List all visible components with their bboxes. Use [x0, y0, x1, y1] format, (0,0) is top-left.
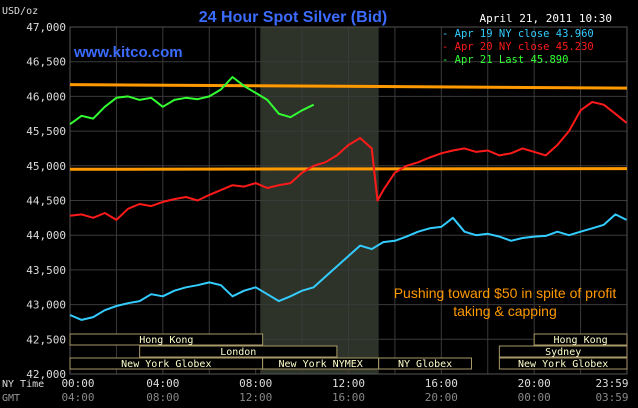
series-line [69, 213, 627, 321]
legend-entry: - Apr 21 Last 45.890 [442, 54, 568, 66]
chart-date: April 21, 2011 10:30 [480, 12, 612, 25]
session-box [498, 357, 628, 370]
y-tick-label: 44,000 [26, 229, 66, 242]
annotation-line-1: Pushing toward $50 in spite of profit [394, 285, 617, 301]
reference-line [69, 83, 628, 90]
chart-title: 24 Hour Spot Silver (Bid) [199, 9, 387, 26]
x-tick-label-gmt: 16:00 [332, 391, 365, 404]
series-layer [69, 76, 628, 321]
session-box [139, 345, 338, 358]
plot-border [69, 26, 628, 375]
x-tick-label-gmt: 20:00 [425, 391, 458, 404]
y-tick-label: 43,000 [26, 299, 66, 312]
session-label: Hong Kong [553, 335, 607, 346]
x-tick-label-ny: 16:00 [425, 377, 458, 390]
y-tick-label: 43,500 [26, 264, 66, 277]
x-axis-labels: 00:0004:0004:0008:0008:0012:0012:0016:00… [61, 377, 628, 404]
legend-entry: - Apr 19 NY close 43.960 [442, 28, 594, 40]
y-tick-label: 46,500 [26, 56, 66, 69]
x-tick-label-ny: 12:00 [332, 377, 365, 390]
x-tick-label-ny: 20:00 [518, 377, 551, 390]
y-axis-labels: 42,000 42,500 43,000 43,500 44,000 44,500 45,0… [26, 21, 66, 381]
session-box [69, 333, 264, 346]
session-box [378, 357, 473, 370]
legend-entry: - Apr 20 NY close 45.230 [442, 41, 594, 53]
session-label: New York Globex [518, 359, 608, 370]
y-tick-label: 46,000 [26, 90, 66, 103]
session-label: London [220, 347, 256, 358]
series-line [69, 101, 628, 221]
series-line [69, 76, 315, 126]
y-tick-label: 45,000 [26, 160, 66, 173]
site-label: www.kitco.com [73, 44, 183, 61]
x-tick-label-gmt: 03:59 [595, 391, 628, 404]
x-tick-label-gmt: 04:00 [61, 391, 94, 404]
annotation-line-2: taking & capping [453, 303, 557, 319]
reference-lines [69, 83, 628, 171]
x-tick-label-gmt: 00:00 [518, 391, 551, 404]
unit-label: USD/oz [2, 6, 38, 17]
session-box [498, 345, 628, 358]
session-label: Hong Kong [139, 335, 193, 346]
x-tick-label-gmt: 12:00 [239, 391, 272, 404]
ny-time-label: NY Time [2, 379, 44, 390]
y-tick-label: 42,000 [26, 368, 66, 381]
x-tick-label-ny: 23:59 [595, 377, 628, 390]
session-box [533, 333, 628, 346]
y-tick-label: 44,500 [26, 195, 66, 208]
x-tick-label-gmt: 08:00 [146, 391, 179, 404]
x-tick-label-ny: 00:00 [61, 377, 94, 390]
x-tick-label-ny: 04:00 [146, 377, 179, 390]
session-label: New York NYMEX [279, 359, 363, 370]
reference-line [69, 167, 628, 171]
session-label: New York Globex [121, 359, 211, 370]
x-tick-label-ny: 08:00 [239, 377, 272, 390]
y-tick-label: 45,500 [26, 125, 66, 138]
legend: - Apr 19 NY close 43.960- Apr 20 NY clos… [442, 28, 594, 66]
y-tick-label: 47,000 [26, 21, 66, 34]
y-tick-label: 42,500 [26, 333, 66, 346]
gmt-label: GMT [2, 393, 20, 404]
session-label: NY Globex [398, 359, 452, 370]
session-label: Sydney [545, 347, 581, 358]
grid-lines [69, 26, 628, 375]
